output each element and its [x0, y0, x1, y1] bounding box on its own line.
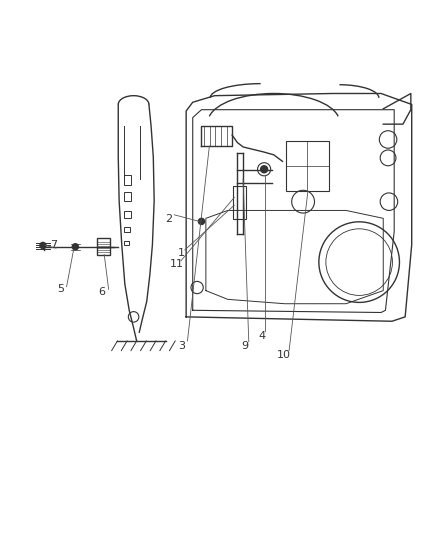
Bar	[124, 227, 130, 232]
Circle shape	[72, 244, 78, 250]
Text: 1: 1	[178, 248, 185, 259]
Circle shape	[261, 166, 268, 173]
Bar	[124, 192, 131, 201]
Bar	[124, 241, 129, 246]
Text: 10: 10	[277, 350, 291, 360]
Circle shape	[198, 219, 205, 224]
Text: 3: 3	[178, 341, 185, 351]
Text: 4: 4	[258, 330, 265, 341]
Bar	[233, 187, 246, 219]
Circle shape	[40, 243, 46, 248]
Text: 2: 2	[165, 214, 172, 224]
Text: 6: 6	[98, 287, 105, 297]
Text: 11: 11	[170, 260, 184, 269]
Text: 7: 7	[50, 240, 57, 251]
Bar	[97, 238, 110, 255]
Bar	[124, 211, 131, 219]
Bar	[286, 141, 329, 191]
Text: 9: 9	[242, 341, 249, 351]
Text: 5: 5	[57, 284, 64, 294]
Bar	[124, 174, 131, 185]
